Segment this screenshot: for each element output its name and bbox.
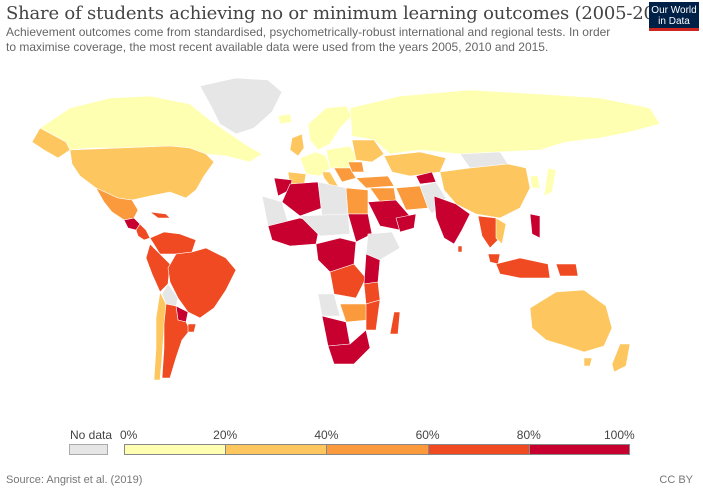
algeria[interactable]: [281, 181, 323, 217]
mozambique[interactable]: [365, 299, 381, 331]
russia[interactable]: [349, 89, 661, 155]
southeast-asia[interactable]: [477, 215, 501, 249]
congo-drc[interactable]: [329, 263, 367, 299]
greenland[interactable]: [199, 77, 283, 135]
logo-line-2: in Data: [658, 16, 690, 27]
alaska[interactable]: [31, 127, 71, 159]
romania-bulgaria[interactable]: [347, 161, 365, 173]
tunisia-libya[interactable]: [317, 181, 349, 217]
china[interactable]: [439, 163, 531, 219]
sri-lanka[interactable]: [457, 245, 463, 253]
legend-tick-label: 0%: [120, 428, 138, 442]
iceland[interactable]: [277, 113, 293, 125]
source-note: Source: Angrist et al. (2019): [6, 474, 143, 486]
papua-new-guinea[interactable]: [555, 263, 579, 277]
tasmania[interactable]: [583, 357, 593, 367]
ukraine-belarus[interactable]: [351, 139, 385, 163]
legend-bin-0-20[interactable]: [124, 444, 226, 455]
turkey[interactable]: [355, 175, 395, 189]
zambia-zimbabwe[interactable]: [339, 303, 369, 323]
philippines[interactable]: [529, 213, 541, 239]
scandinavia[interactable]: [307, 105, 353, 151]
australia[interactable]: [529, 289, 613, 353]
argentina[interactable]: [161, 303, 191, 379]
brazil[interactable]: [167, 247, 237, 319]
legend-tick-label: 60%: [415, 428, 440, 442]
indonesia[interactable]: [495, 257, 551, 279]
legend-no-data-swatch[interactable]: [69, 444, 108, 455]
map-legend: No data 0% 20% 40% 60% 80% 100%: [0, 428, 703, 458]
legend-bin-40-60[interactable]: [326, 444, 428, 455]
malaysia[interactable]: [487, 253, 501, 265]
madagascar[interactable]: [389, 311, 401, 335]
egypt[interactable]: [345, 187, 369, 215]
angola[interactable]: [317, 293, 341, 317]
legend-bin-20-40[interactable]: [225, 444, 327, 455]
chart-title: Share of students achieving no or minimu…: [6, 3, 685, 24]
yemen-oman[interactable]: [395, 213, 417, 233]
colombia-venezuela[interactable]: [149, 231, 197, 255]
logo-line-1: Our World: [651, 5, 697, 16]
central-america[interactable]: [135, 223, 151, 241]
niger-chad[interactable]: [299, 213, 351, 237]
new-zealand[interactable]: [611, 343, 631, 373]
chart-subtitle: Achievement outcomes come from standardi…: [6, 25, 611, 54]
united-states[interactable]: [69, 145, 215, 201]
vietnam-cambodia[interactable]: [495, 217, 507, 245]
legend-tick-label: 40%: [314, 428, 339, 442]
caribbean[interactable]: [149, 211, 171, 219]
license-note[interactable]: CC BY: [659, 474, 693, 486]
ethiopia-horn[interactable]: [365, 231, 401, 261]
legend-bin-60-80[interactable]: [427, 444, 529, 455]
canada[interactable]: [39, 95, 263, 163]
korea[interactable]: [529, 175, 541, 189]
owid-logo[interactable]: Our World in Data: [649, 2, 699, 31]
uruguay[interactable]: [187, 323, 197, 333]
legend-tick-label: 100%: [604, 428, 635, 442]
legend-tick-label: 20%: [213, 428, 238, 442]
south-africa[interactable]: [327, 329, 371, 365]
legend-tick-label: 80%: [516, 428, 541, 442]
legend-bin-80-100[interactable]: [528, 444, 630, 455]
kazakhstan[interactable]: [383, 151, 447, 177]
japan[interactable]: [543, 167, 557, 197]
world-map[interactable]: [0, 68, 703, 420]
iraq-syria[interactable]: [369, 187, 397, 203]
legend-no-data-label: No data: [70, 428, 113, 442]
ecuador-peru[interactable]: [145, 243, 171, 293]
india[interactable]: [433, 195, 471, 245]
uk-ireland[interactable]: [289, 133, 305, 157]
